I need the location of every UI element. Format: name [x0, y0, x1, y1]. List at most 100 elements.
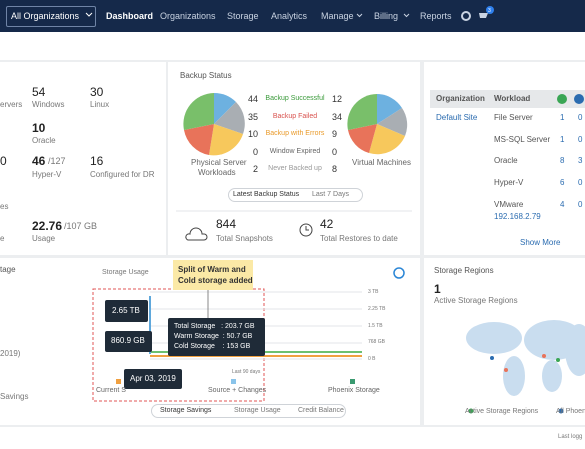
legend-swatch: [350, 379, 355, 384]
count[interactable]: 0: [578, 113, 583, 122]
nav-item[interactable]: Manage: [321, 11, 354, 21]
pie-caption: Workloads: [198, 168, 236, 177]
cloud-icon: [185, 227, 208, 241]
column-header: Workload: [494, 94, 531, 103]
region-dot: [490, 356, 494, 360]
status-label: Window Expired: [269, 147, 321, 155]
tab[interactable]: Storage Savings: [160, 407, 212, 414]
ip-link[interactable]: 192.168.2.79: [494, 212, 541, 221]
tooltip-line: Cold Storage : 153 GB: [174, 343, 251, 350]
tab[interactable]: Latest Backup Status: [233, 191, 300, 198]
count[interactable]: 6: [560, 178, 565, 188]
tab[interactable]: Last 7 Days: [312, 191, 349, 198]
count[interactable]: 0: [578, 134, 583, 144]
pie-caption: Physical Server: [191, 158, 247, 167]
nav-item[interactable]: Billing: [374, 11, 399, 21]
label: Windows: [32, 100, 65, 109]
legend-label: All Phoen: [556, 408, 585, 415]
show-more[interactable]: Show More: [520, 238, 561, 247]
label: ervers: [0, 100, 23, 109]
axis-label: 3 TB: [368, 289, 379, 295]
chevron: [356, 13, 363, 18]
info-icon[interactable]: [393, 267, 405, 279]
status-icons: [557, 94, 584, 104]
nav-item[interactable]: Organizations: [160, 11, 216, 21]
panel-title: Backup Status: [180, 71, 232, 80]
tab[interactable]: Credit Balance: [298, 407, 344, 414]
chevron: [403, 13, 410, 18]
region-dot: [556, 358, 560, 362]
count: 8: [332, 164, 338, 174]
value-tag-text: 860.9 GB: [111, 336, 145, 345]
nav-icons: [85, 6, 494, 21]
count: 16: [90, 154, 104, 168]
count[interactable]: 3: [578, 156, 583, 166]
count: 1: [434, 282, 441, 296]
axis-label: 0 B: [368, 356, 376, 363]
nav-item[interactable]: Analytics: [271, 11, 308, 21]
tab-group: [228, 188, 363, 202]
label: Active Storage Regions: [434, 296, 518, 305]
org-selector[interactable]: [6, 6, 96, 27]
count[interactable]: 0: [578, 199, 583, 209]
count[interactable]: 8: [560, 156, 565, 166]
panel-title: Storage Regions: [434, 266, 494, 275]
info-icon: [574, 94, 584, 104]
pies: [176, 92, 412, 241]
slice: [369, 124, 405, 155]
legend-label: Phoenix Storage: [328, 387, 380, 394]
workload: Oracle: [494, 156, 518, 166]
tab[interactable]: Storage Usage: [234, 407, 281, 414]
workload: File Server: [494, 113, 533, 122]
footer: [0, 427, 585, 449]
pie-caption: Virtual Machines: [352, 158, 411, 167]
count: 34: [332, 111, 343, 122]
slice: [214, 92, 236, 124]
org-link[interactable]: Default Site: [436, 113, 478, 122]
continent: [542, 360, 562, 392]
date-tag: [124, 369, 182, 389]
slice: [347, 94, 377, 130]
label: 2019): [0, 349, 21, 358]
count: 35: [247, 111, 258, 122]
label: Usage: [32, 234, 56, 243]
pie-virtual: [347, 94, 408, 155]
nav-item[interactable]: Dashboard: [106, 11, 154, 21]
count[interactable]: 0: [578, 178, 583, 188]
count[interactable]: 4: [560, 199, 565, 209]
stat-label: Total Snapshots: [216, 234, 273, 243]
tooltip-line: Warm Storage : 50.7 GB: [174, 333, 253, 340]
count[interactable]: 1: [560, 113, 565, 122]
badge-count: 3: [488, 8, 491, 14]
nav-item[interactable]: Reports: [420, 11, 452, 21]
count: 10: [32, 121, 46, 135]
pie-physical: [183, 92, 245, 156]
callout-text: Cold storage added: [178, 276, 253, 285]
legend-label: Active Storage Regions: [465, 408, 539, 415]
cart-icon[interactable]: [479, 13, 488, 18]
value-tag: [105, 300, 148, 322]
clock-icon: [299, 223, 313, 237]
value-tag: [105, 331, 152, 352]
label: Hyper-V: [32, 170, 62, 179]
label: e: [0, 234, 5, 243]
region-dot: [504, 368, 508, 372]
count: 0: [0, 154, 7, 168]
nav-item[interactable]: Storage: [227, 11, 259, 21]
legend-label: Source + Changes: [208, 387, 267, 394]
count[interactable]: 1: [560, 134, 565, 144]
slice: [377, 108, 408, 136]
callout-text: Split of Warm and: [178, 265, 246, 274]
continent: [503, 356, 525, 396]
tooltip: [168, 318, 265, 356]
org-selector-label[interactable]: All Organizations: [11, 11, 80, 21]
workload: VMware: [494, 199, 524, 209]
count: 54: [32, 85, 46, 99]
world-map: [466, 320, 585, 414]
axis-label: 768 GB: [368, 339, 385, 346]
total: /127: [48, 156, 66, 166]
axis-label: 1.5 TB: [368, 322, 383, 329]
usage: 22.76: [32, 219, 63, 233]
gear-icon[interactable]: [461, 11, 471, 21]
count: 2: [252, 164, 258, 174]
